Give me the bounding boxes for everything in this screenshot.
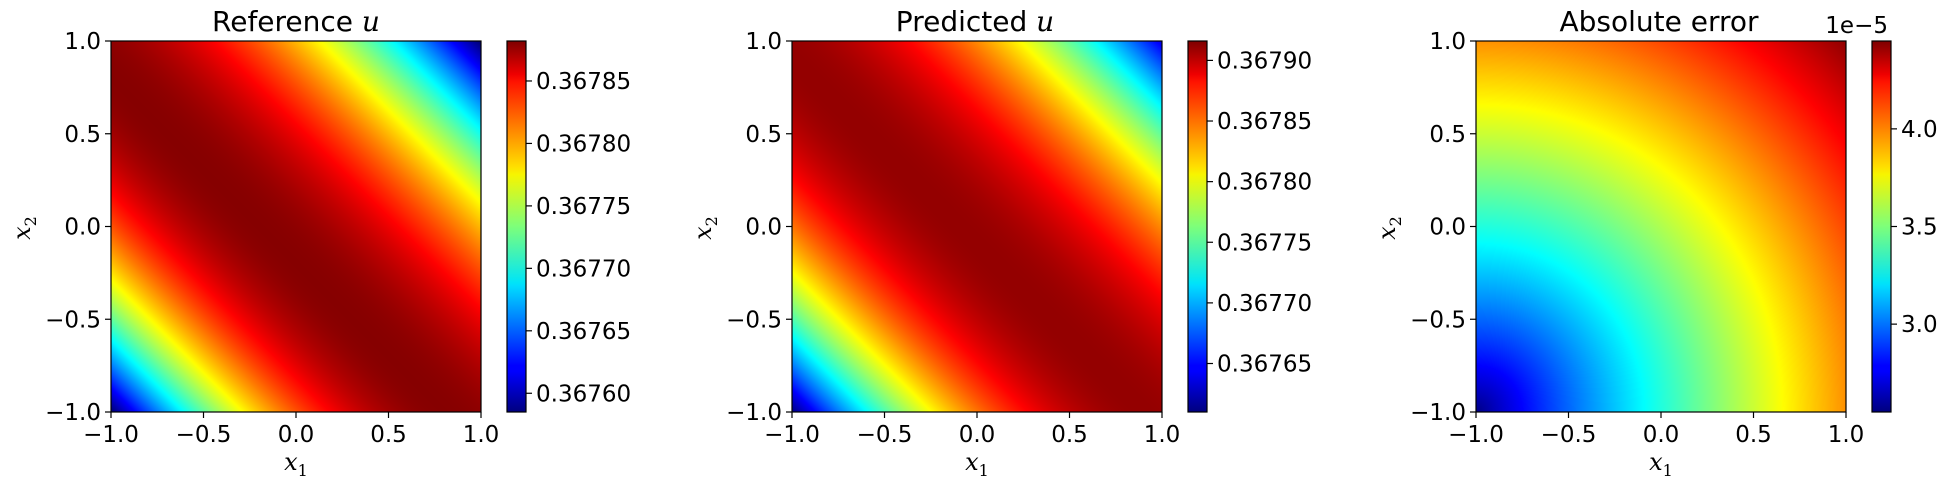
y-tick-label: 0.0 [745,215,782,241]
colorbar-tick-label: 0.36775 [1217,230,1312,256]
x-tick-label: 0.5 [370,422,407,448]
x-axis-ticks: −1.0 −0.5 0.0 0.5 1.0 [83,412,499,448]
x-tick-label: 0.0 [1643,422,1680,448]
colorbar-ticks: 0.36760 0.36765 0.36770 0.36775 0.36780 0.367… [526,69,631,407]
colorbar-tick-label: 0.36780 [536,131,631,157]
y-tick-label: −1.0 [1410,400,1466,426]
y-tick-label: 1.0 [64,29,101,55]
colorbar-tick-label: 4.0 [1901,117,1938,143]
y-axis-label: x2 [689,216,721,240]
y-axis-ticks: −1.0 −0.5 0.0 0.5 1.0 [45,29,111,426]
y-tick-label: 1.0 [745,29,782,55]
colorbar-tick-label: 3.0 [1901,312,1938,338]
y-tick-label: 0.0 [1429,215,1466,241]
x-axis-ticks: −1.0 −0.5 0.0 0.5 1.0 [764,412,1180,448]
y-tick-label: 0.5 [1429,122,1466,148]
panel-absolute-error: Absolute error −1.0 −0.5 0.0 0.5 1.0 −1.0 −0.… [1373,5,1938,480]
colorbar-tick-label: 0.36770 [1217,291,1312,317]
colorbar-tick-label: 0.36780 [1217,170,1312,196]
x-tick-label: −1.0 [1448,422,1504,448]
panel-title: Absolute error [1559,5,1759,38]
colorbar-tick-label: 0.36790 [1217,48,1312,74]
x-tick-label: 1.0 [463,422,500,448]
y-axis-ticks: −1.0 −0.5 0.0 0.5 1.0 [726,29,792,426]
y-tick-label: −1.0 [726,400,782,426]
x-tick-label: 0.0 [278,422,315,448]
heatmap-image [111,41,481,412]
panel-reference: Reference u −1.0 −0.5 0.0 0.5 1.0 −1.0 −0.5 0.… [8,5,631,480]
y-axis-label: x2 [8,216,40,240]
x-axis-label: x1 [284,448,308,480]
colorbar-tick-label: 0.36770 [536,256,631,282]
heatmap-image [1476,41,1846,412]
y-tick-label: −1.0 [45,400,101,426]
x-tick-label: −0.5 [857,422,913,448]
colorbar-tick-label: 0.36785 [1217,109,1312,135]
panel-title: Predicted u [896,5,1054,38]
x-tick-label: 0.5 [1735,422,1772,448]
panel-predicted: Predicted u −1.0 −0.5 0.0 0.5 1.0 −1.0 −0.5 0.… [689,5,1312,480]
colorbar [506,40,527,413]
x-axis-ticks: −1.0 −0.5 0.0 0.5 1.0 [1448,412,1864,448]
colorbar-tick-label: 0.36765 [536,319,631,345]
panel-title: Reference u [212,5,380,38]
y-tick-label: −0.5 [726,307,782,333]
colorbar-ticks: 0.36765 0.36770 0.36775 0.36780 0.36785 0.367… [1207,48,1312,378]
colorbar-tick-label: 3.5 [1901,215,1938,241]
x-tick-label: −0.5 [176,422,232,448]
colorbar-tick-label: 0.36785 [536,69,631,95]
x-tick-label: 0.0 [959,422,996,448]
x-axis-label: x1 [965,448,989,480]
y-tick-label: 0.5 [64,122,101,148]
y-axis-ticks: −1.0 −0.5 0.0 0.5 1.0 [1410,29,1476,426]
colorbar [1871,40,1892,413]
x-axis-label: x1 [1649,448,1673,480]
y-tick-label: 1.0 [1429,29,1466,55]
y-axis-label: x2 [1373,216,1405,240]
y-tick-label: −0.5 [1410,307,1466,333]
colorbar-tick-label: 0.36760 [536,381,631,407]
colorbar [1187,40,1208,413]
y-tick-label: 0.0 [64,215,101,241]
x-tick-label: 1.0 [1144,422,1181,448]
y-tick-label: 0.5 [745,122,782,148]
y-tick-label: −0.5 [45,307,101,333]
heatmap-image [792,41,1162,412]
colorbar-offset-label: 1e−5 [1825,13,1888,39]
x-tick-label: −1.0 [764,422,820,448]
colorbar-tick-label: 0.36775 [536,194,631,220]
colorbar-tick-label: 0.36765 [1217,352,1312,378]
colorbar-ticks: 3.0 3.5 4.0 [1891,117,1938,338]
x-tick-label: 1.0 [1828,422,1865,448]
x-tick-label: −1.0 [83,422,139,448]
x-tick-label: −0.5 [1541,422,1597,448]
x-tick-label: 0.5 [1051,422,1088,448]
